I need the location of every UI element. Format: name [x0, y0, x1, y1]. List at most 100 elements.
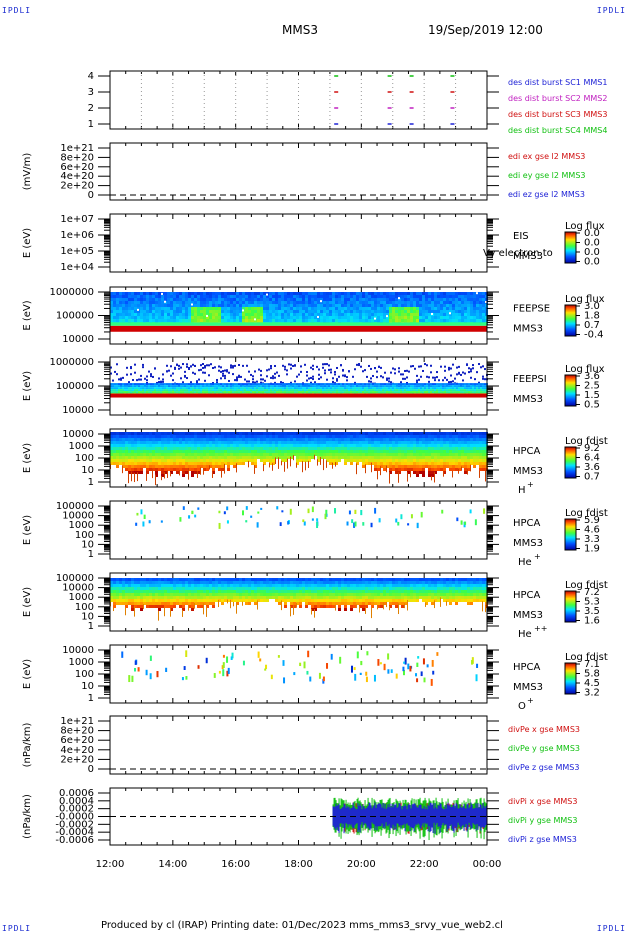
hpca-h-cell: [329, 453, 332, 456]
feepsi-cell: [202, 391, 204, 394]
feepse-cell: [290, 295, 293, 298]
feepse-cell: [212, 319, 215, 322]
feepse-cell: [119, 292, 122, 295]
hpca-h-cell: [197, 453, 200, 456]
feepse-cell: [362, 313, 365, 316]
feepse-cell: [233, 307, 236, 310]
hpca-h-cell: [218, 447, 221, 450]
feepsi-cell: [338, 385, 340, 388]
feepsi-cell: [350, 389, 352, 392]
feepsi-cell: [396, 391, 398, 394]
hpca-h-cell: [116, 453, 119, 456]
feepsi-cell: [178, 387, 180, 390]
hpca-h-cell: [311, 432, 314, 435]
hpca-h-cell: [302, 444, 305, 447]
hpca-h-cell: [137, 453, 140, 456]
feepse-cell: [170, 304, 173, 307]
feepsi-cell: [250, 391, 252, 394]
feepsi-cell: [342, 389, 344, 392]
feepsi-cell: [262, 383, 264, 386]
feepsi-cell: [228, 385, 230, 388]
hpca-h-cell: [233, 459, 236, 462]
feepsi-cell: [428, 389, 430, 392]
feepsi-cell: [338, 391, 340, 394]
feepse-cell: [344, 304, 347, 307]
hpca-h-cell: [428, 474, 431, 477]
feepsi-cell: [170, 387, 172, 390]
hpca-h-cell: [158, 453, 161, 456]
hpca-h-cell: [395, 459, 398, 462]
hpca-h-cell: [290, 438, 293, 441]
feepsi-dot: [220, 366, 222, 369]
hpca-h-cell: [137, 444, 140, 447]
feepsi-dot: [342, 369, 344, 372]
feepse-cell: [386, 298, 389, 301]
hpca-h-cell: [230, 432, 233, 435]
feepsi-cell: [270, 387, 272, 390]
feepse-cell: [170, 292, 173, 295]
feepsi-cell: [212, 385, 214, 388]
feepsi-cell: [256, 385, 258, 388]
hpca-h-cell: [158, 465, 161, 468]
feepsi-cell: [322, 387, 324, 390]
feepsi-cell: [292, 389, 294, 392]
feepsi-cell: [208, 383, 210, 386]
feepse-cell: [452, 304, 455, 307]
hpca-h-cell: [422, 444, 425, 447]
feepse-cell: [479, 319, 482, 322]
feepse-cell: [188, 307, 191, 310]
feepsi-cell: [410, 391, 412, 394]
feepsi-cell: [482, 391, 484, 394]
feepsi-cell: [358, 387, 360, 390]
feepsi-cell: [428, 385, 430, 388]
hpca-h-cell: [389, 435, 392, 438]
feepsi-dot: [420, 365, 422, 368]
feepse-cell: [410, 316, 413, 319]
hpca-h-cell: [320, 450, 323, 453]
feepsi-cell: [454, 389, 456, 392]
feepsi-cell: [276, 387, 278, 390]
feepsi-cell: [384, 389, 386, 392]
feepse-cell: [419, 313, 422, 316]
hpca-h-cell: [128, 462, 131, 465]
feepse-cell: [173, 313, 176, 316]
feepsi-dot: [392, 367, 394, 370]
feepsi-cell: [352, 385, 354, 388]
feepsi-dot: [260, 378, 262, 381]
feepse-cell: [116, 298, 119, 301]
feepsi-panel-colorbar: [564, 374, 577, 407]
feepse-cell: [440, 304, 443, 307]
feepsi-dot: [316, 365, 318, 368]
feepsi-cell: [130, 383, 132, 386]
hpca-h-cell: [335, 441, 338, 444]
hpca-h-cell: [116, 456, 119, 459]
feepsi-dot: [370, 367, 372, 370]
hpca-h-cell: [317, 438, 320, 441]
feepse-cell: [299, 295, 302, 298]
eis-panel-colorbar: [564, 231, 577, 264]
hpca-h-spike: [335, 462, 336, 467]
hpca-h-cell: [254, 465, 257, 468]
hpca-h-cell: [443, 456, 446, 459]
feepsi-dot: [168, 369, 170, 372]
feepsi-cell: [482, 383, 484, 386]
hpca-h-cell: [368, 456, 371, 459]
feepsi-cell: [290, 387, 292, 390]
hpca-h-spike: [293, 455, 294, 461]
feepsi-cell: [278, 391, 280, 394]
hpca-h-cell: [143, 441, 146, 444]
feepsi-cell: [280, 383, 282, 386]
feepsi-cell: [196, 385, 198, 388]
feepsi-cell: [210, 383, 212, 386]
feepse-cell: [290, 301, 293, 304]
hpca-h-cell: [269, 459, 272, 462]
feepsi-cell: [414, 385, 416, 388]
feepsi-cell: [400, 391, 402, 394]
feepsi-dot: [278, 374, 280, 377]
feepse-cell: [446, 298, 449, 301]
feepsi-cell: [300, 383, 302, 386]
hpca-h-cell: [476, 459, 479, 462]
hpca-h-cell: [371, 441, 374, 444]
feepsi-cell: [374, 389, 376, 392]
hpca-h-cell: [440, 453, 443, 456]
